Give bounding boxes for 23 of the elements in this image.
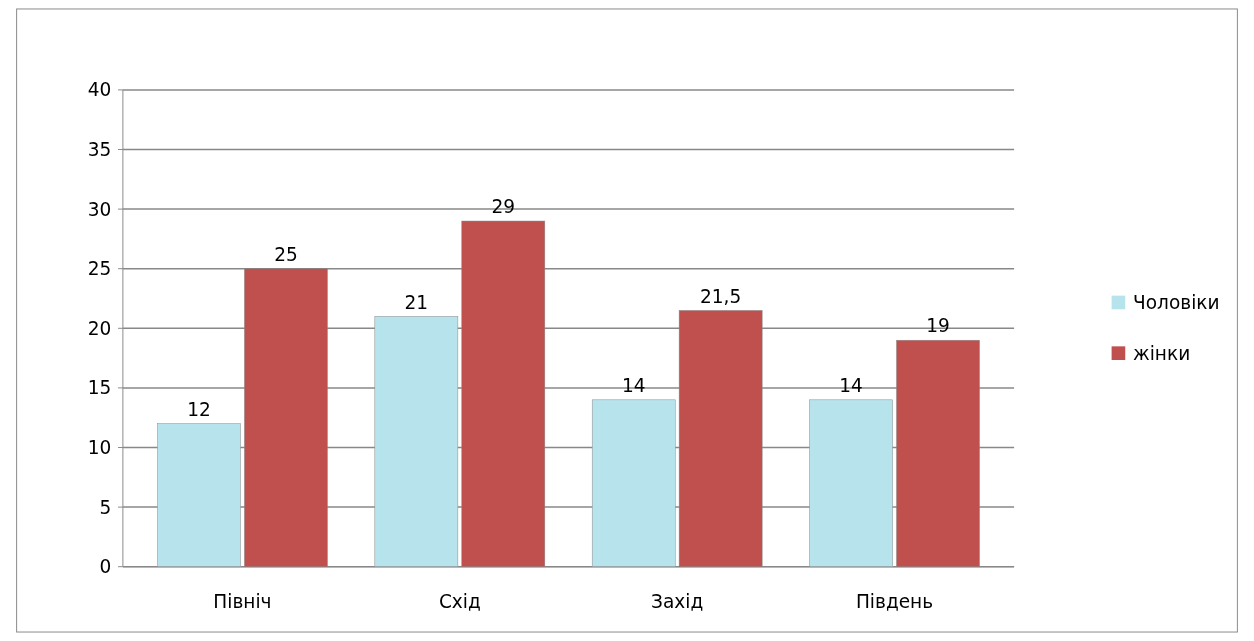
x-tick-label: Схід bbox=[438, 590, 481, 612]
data-label: 12 bbox=[187, 398, 211, 420]
y-tick-label: 35 bbox=[87, 138, 112, 160]
y-tick-label: 30 bbox=[87, 198, 112, 220]
y-tick-label: 15 bbox=[87, 377, 112, 399]
x-tick-label: Північ bbox=[213, 590, 272, 612]
y-tick-label: 5 bbox=[99, 496, 112, 518]
y-tick-label: 40 bbox=[87, 79, 112, 101]
data-label: 21,5 bbox=[700, 285, 742, 307]
y-tick-label: 0 bbox=[99, 556, 112, 578]
y-tick-label: 20 bbox=[87, 317, 112, 339]
x-tick-label: Південь bbox=[855, 590, 934, 612]
x-tick-label: Захід bbox=[651, 590, 704, 612]
legend-label: жінки bbox=[1133, 342, 1191, 364]
data-label: 19 bbox=[926, 315, 950, 337]
y-tick-label: 25 bbox=[87, 258, 112, 280]
legend-label: Чоловіки bbox=[1133, 291, 1220, 313]
data-label: 25 bbox=[274, 243, 298, 265]
data-label: 14 bbox=[621, 375, 646, 397]
y-tick-label: 10 bbox=[87, 436, 112, 458]
data-label: 14 bbox=[839, 375, 863, 397]
data-label: 21 bbox=[404, 291, 429, 313]
data-label: 29 bbox=[491, 196, 516, 218]
